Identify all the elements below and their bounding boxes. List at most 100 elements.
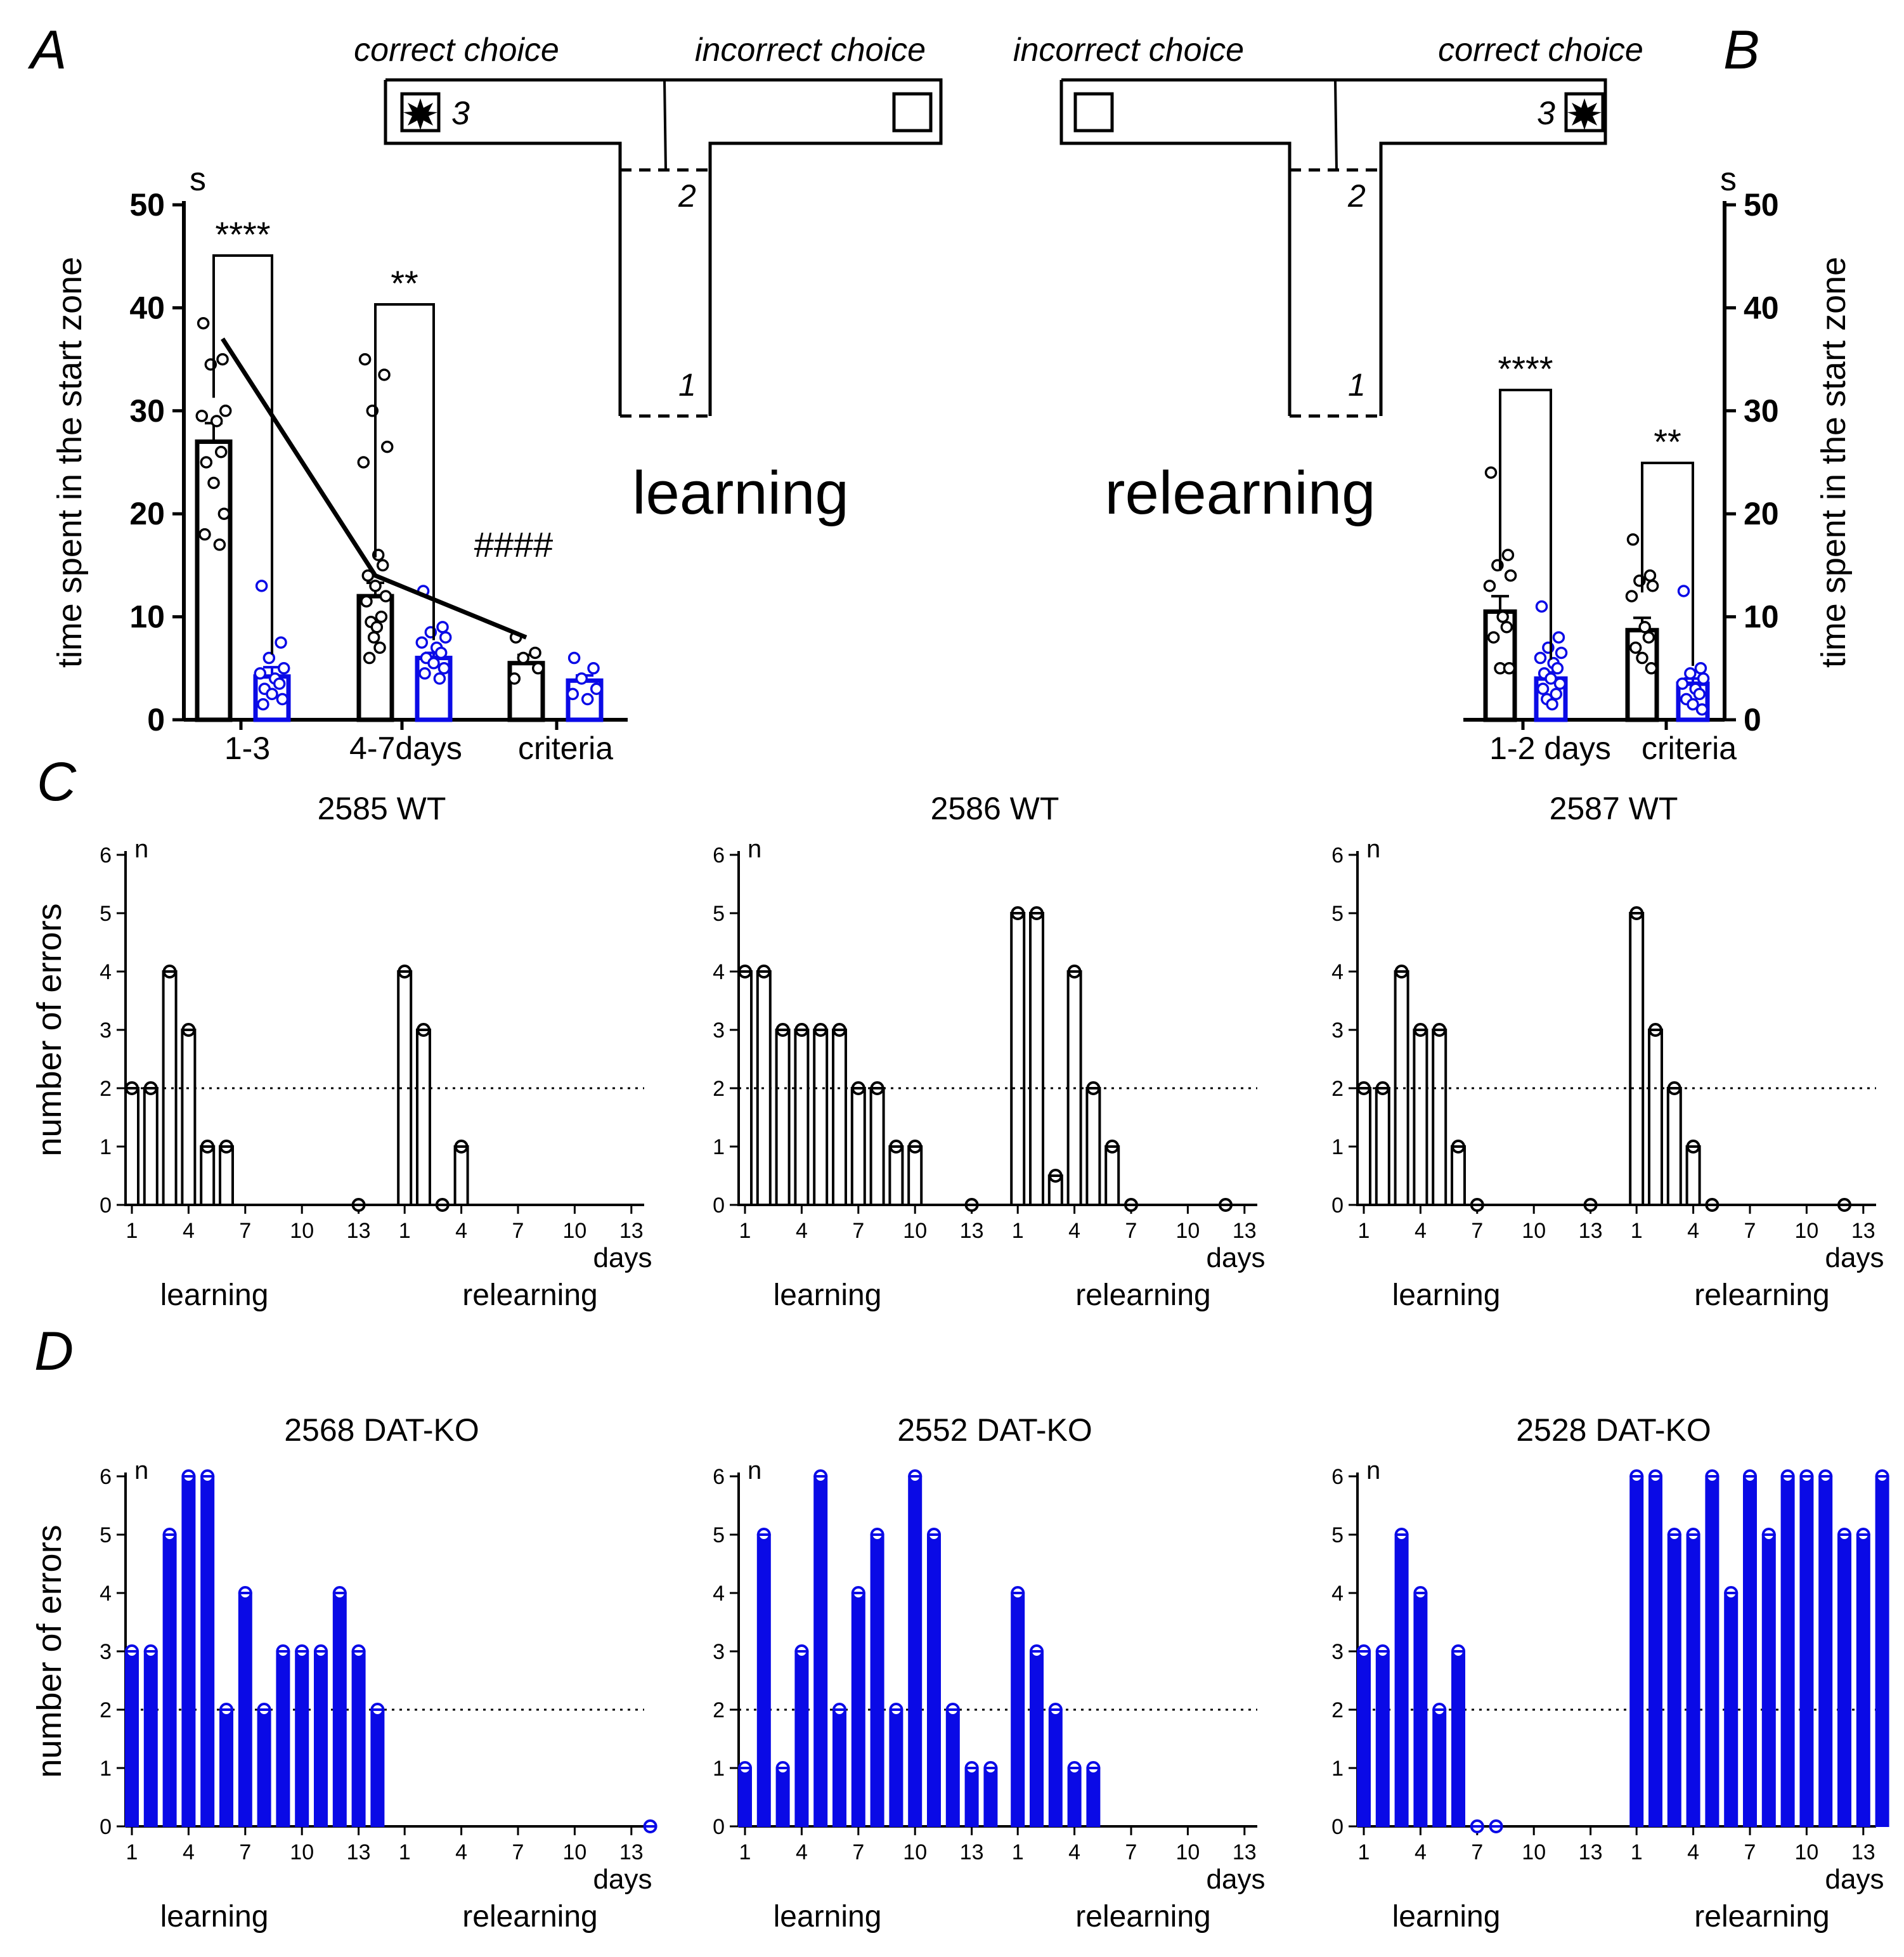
y-tick-label: 30 [1744, 393, 1779, 429]
learning-bar [851, 1592, 865, 1827]
data-point-wt [517, 651, 530, 665]
y-axis-label: time spent in the start zone [1815, 257, 1853, 668]
y-tick-label: 4 [100, 1582, 112, 1606]
y-axis-unit: n [1366, 1457, 1380, 1485]
maze2-zone-1-label: 1 [1348, 367, 1366, 403]
data-point-wt [376, 559, 389, 572]
learning-bar [964, 1767, 979, 1827]
maze-goal-box-empty [892, 92, 933, 133]
y-axis-unit: n [134, 835, 148, 863]
maze2-goal-box-empty [1073, 92, 1114, 133]
section-label-learning: learning [1392, 1900, 1501, 1934]
data-point-dat-ko [418, 667, 431, 680]
data-point-dat-ko [1551, 662, 1564, 675]
data-point-wt [1646, 580, 1659, 592]
data-point-dat-ko [566, 687, 580, 701]
section-label-relearning: relearning [462, 1278, 597, 1312]
y-tick-label: 1 [100, 1757, 112, 1781]
data-point-dat-ko [433, 672, 446, 685]
y-tick-label: 4 [100, 960, 112, 984]
x-tick-label: 1 [1012, 1840, 1024, 1864]
data-point-dat-ko [1677, 585, 1690, 597]
learning-bar [813, 1476, 828, 1827]
y-axis-label: time spent in the start zone [51, 257, 89, 668]
y-axis-unit: n [1366, 835, 1380, 863]
x-tick-label: 4-7days [349, 731, 462, 766]
learning-bar [756, 1534, 771, 1827]
y-tick-label: 50 [1744, 187, 1779, 223]
y-axis-unit: n [134, 1457, 148, 1485]
data-point-wt [1484, 466, 1498, 479]
y-axis-unit: s [190, 161, 206, 198]
data-point-wt [1500, 621, 1513, 634]
x-tick-label: 13 [1579, 1219, 1603, 1243]
data-point-dat-ko [1676, 677, 1689, 690]
y-tick-label: 5 [100, 1523, 112, 1547]
data-point-dat-ko [1687, 698, 1699, 711]
y-tick-label: 5 [100, 902, 112, 926]
x-tick-label: 13 [1579, 1840, 1603, 1864]
relearning-bar [1648, 1476, 1662, 1827]
relearning-bar [1837, 1534, 1851, 1827]
x-axis-label: days [1825, 1864, 1884, 1895]
learning-bar [832, 1709, 846, 1827]
y-axis-label: number of errors [30, 1525, 68, 1778]
maze2-goal-box-reward [1564, 92, 1605, 133]
y-tick-label: 1 [1331, 1135, 1344, 1159]
data-point-wt [1626, 533, 1640, 546]
data-point-dat-ko [1536, 682, 1550, 696]
data-point-dat-ko [1694, 662, 1707, 675]
learning-bar [125, 1651, 139, 1827]
section-label-learning: learning [1392, 1278, 1501, 1312]
section-label-learning: learning [774, 1278, 882, 1312]
x-tick-label: 13 [1233, 1219, 1257, 1243]
x-tick-label: 7 [1125, 1840, 1137, 1864]
maze2-stem-walls [1288, 170, 1383, 416]
maze-stem-walls [618, 170, 712, 416]
maze2-wall-left [1059, 80, 1292, 170]
x-tick-label: 13 [1851, 1219, 1875, 1243]
learning-bar [1432, 1709, 1447, 1827]
data-point-wt [197, 317, 210, 330]
data-point-wt [358, 353, 372, 366]
learning-bar [1394, 1534, 1409, 1827]
data-point-dat-ko [427, 656, 440, 670]
learning-bar [1357, 1651, 1371, 1827]
chart-title: 2586 WT [931, 791, 1059, 826]
x-tick-label: 7 [1744, 1219, 1756, 1243]
data-point-wt [380, 440, 394, 453]
y-tick-label: 6 [100, 1465, 112, 1489]
x-tick-label: 7 [1471, 1840, 1483, 1864]
y-tick-label: 40 [129, 290, 165, 325]
y-tick-label: 20 [129, 496, 165, 531]
y-tick-label: 6 [713, 1465, 725, 1489]
x-tick-label: 1 [399, 1840, 411, 1864]
maze2-zone-2-label: 2 [1347, 178, 1366, 214]
y-tick-label: 2 [713, 1077, 725, 1101]
maze-zone-3-label: 3 [451, 95, 470, 132]
x-tick-label: 13 [960, 1219, 984, 1243]
significance-bracket [1499, 389, 1552, 660]
maze-wall-left [384, 80, 622, 170]
x-tick-label: 13 [619, 1219, 644, 1243]
learning-bar [181, 1476, 196, 1827]
data-point-dat-ko [1545, 672, 1557, 685]
data-point-dat-ko [254, 667, 267, 680]
x-tick-label: 7 [239, 1840, 251, 1864]
chart-title: 2585 WT [318, 791, 446, 826]
x-tick-label: 10 [1522, 1840, 1546, 1864]
learning-bar [200, 1476, 215, 1827]
data-point-wt [379, 590, 392, 602]
x-tick-label: 10 [903, 1840, 927, 1864]
data-point-wt [207, 476, 220, 490]
maze-wall-outer [385, 78, 943, 170]
maze-center-divider [663, 79, 667, 171]
relearning-bar [1875, 1476, 1889, 1827]
x-tick-label: 13 [1851, 1840, 1875, 1864]
data-point-dat-ko [275, 636, 287, 649]
data-point-wt [210, 415, 223, 427]
